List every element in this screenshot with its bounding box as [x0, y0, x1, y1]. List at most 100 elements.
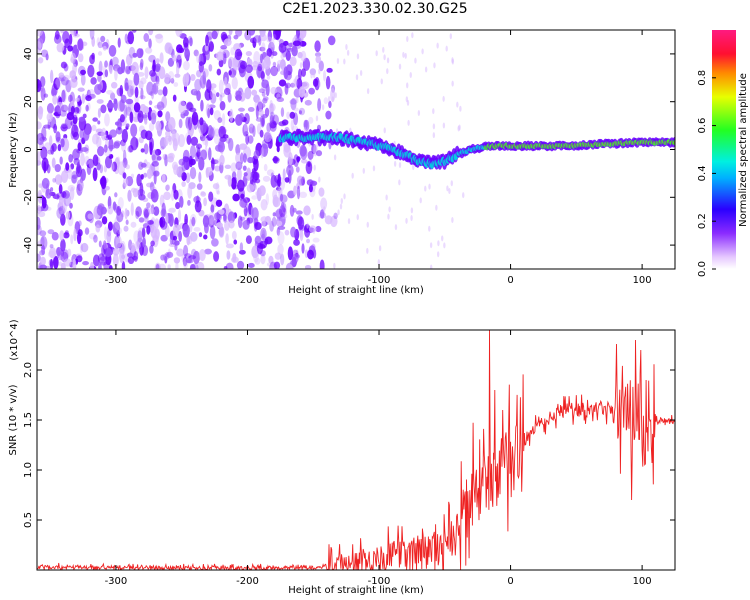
- spectrogram-cell: [272, 114, 279, 126]
- spectrogram-cell: [137, 110, 144, 123]
- spectrogram-cell: [421, 48, 424, 55]
- spectrogram-cell: [198, 232, 203, 238]
- spectrogram-cell: [405, 217, 408, 224]
- spectrogram-cell: [319, 209, 325, 219]
- spectrogram-cell: [245, 50, 253, 57]
- x-tick-label: -100: [368, 275, 391, 286]
- spectrogram-cell: [199, 117, 204, 126]
- spectrogram-cell: [296, 30, 300, 39]
- spectrogram-cell: [119, 84, 124, 97]
- spectrogram-cell: [308, 116, 314, 124]
- spectrogram-cell: [148, 122, 155, 132]
- spectrogram-cell: [92, 154, 99, 167]
- spectrogram-cell: [301, 243, 305, 254]
- spectrogram-cell: [366, 88, 370, 95]
- spectrogram-cell: [62, 249, 69, 261]
- spectrogram-cell: [143, 33, 150, 43]
- spectrogram-cell: [200, 149, 208, 161]
- spectrogram-cell: [54, 30, 60, 40]
- spectrogram-cell: [82, 260, 89, 266]
- snr-frame: [36, 329, 676, 571]
- spectrogram-cell: [315, 115, 319, 122]
- spectrogram-cell: [209, 88, 217, 99]
- spectrogram-cell: [96, 71, 103, 77]
- spectrogram-cell: [78, 116, 86, 122]
- spectrogram-cell: [346, 49, 350, 56]
- spectrogram-cell: [69, 77, 78, 89]
- spectrogram-cell: [175, 201, 181, 210]
- spectrogram-cell: [442, 95, 445, 102]
- spectrogram-cell: [462, 192, 465, 199]
- spectrogram-cell: [222, 51, 227, 65]
- spectrogram-cell: [419, 197, 422, 204]
- spectrogram-cell: [43, 124, 51, 129]
- spectrogram-cell: [315, 150, 323, 157]
- spectrogram-cell: [208, 191, 214, 202]
- spectrogram-cell: [159, 216, 166, 228]
- spectrogram-cell: [89, 261, 95, 269]
- spectrogram-cell: [56, 207, 65, 219]
- spectrogram-cell: [56, 247, 61, 259]
- spectrogram-cell: [223, 87, 231, 96]
- spectrogram-cell: [280, 253, 285, 266]
- spectrogram-cell: [386, 68, 389, 75]
- spectrogram-cell: [76, 179, 84, 192]
- spectrogram-cell: [134, 86, 139, 99]
- spectrogram-cell: [406, 82, 409, 89]
- spectrogram-cell: [125, 98, 134, 105]
- spectrogram-cell: [178, 118, 183, 129]
- spectrogram-cell: [69, 186, 75, 201]
- spectrogram-cell: [326, 67, 333, 73]
- spectrogram-cell: [232, 193, 240, 202]
- spectrogram-cell: [136, 173, 142, 187]
- spectrogram-cell: [328, 100, 332, 109]
- spectrogram-cell: [189, 218, 193, 233]
- spectrogram-cell: [216, 190, 220, 195]
- spectrogram-cell: [203, 234, 208, 240]
- spectrogram-cell: [37, 253, 41, 263]
- spectrogram-cell: [161, 173, 166, 183]
- spectrogram-cell: [56, 42, 65, 53]
- spectrogram-cell: [205, 50, 210, 61]
- spectrogram-cell: [270, 86, 277, 95]
- spectrogram-cell: [289, 99, 298, 105]
- spectrogram-cell: [106, 102, 115, 109]
- spectrogram-cell: [117, 197, 124, 210]
- spectrogram-cell: [247, 75, 255, 89]
- spectrogram-cell: [127, 31, 135, 45]
- x-tick-label: 0: [507, 576, 513, 587]
- spectrogram-cell: [53, 125, 58, 130]
- spectrogram-cell: [270, 38, 275, 48]
- spectrogram-cell: [103, 226, 108, 241]
- spectrogram-cell: [432, 123, 436, 130]
- spectrogram-cell: [409, 72, 412, 79]
- spectrogram-cell: [169, 235, 174, 245]
- spectrogram-cell: [224, 76, 228, 87]
- spectrogram-cell: [38, 106, 44, 115]
- spectrogram-cell: [200, 99, 204, 112]
- spectrogram-cell: [100, 175, 107, 190]
- spectrogram-cell: [61, 191, 67, 198]
- spectrogram-cell: [117, 161, 126, 176]
- spectrogram-cell: [69, 70, 77, 80]
- spectrogram-cell: [282, 168, 286, 181]
- spectrogram-cell: [39, 230, 47, 237]
- spectrogram-cell: [155, 81, 160, 87]
- spectrogram-cell: [272, 212, 277, 217]
- spectrogram-cell: [126, 69, 131, 74]
- spectrogram-cell: [133, 102, 141, 113]
- spectrogram-cell: [351, 172, 354, 179]
- spectrogram-cell: [65, 162, 70, 171]
- spectrogram-cell: [225, 233, 229, 245]
- spectrogram-cell: [204, 137, 209, 147]
- spectrogram-cell: [215, 92, 220, 98]
- spectrogram-cell: [208, 211, 216, 225]
- spectrogram-cell: [239, 143, 248, 150]
- spectrogram-cell: [195, 151, 201, 158]
- spectrogram-cell: [247, 262, 255, 268]
- spectrogram-cell: [406, 99, 410, 106]
- spectrogram-cell: [275, 186, 282, 191]
- spectrogram-cell: [107, 221, 113, 231]
- spectrogram-cell: [119, 99, 125, 112]
- spectrogram-cell: [386, 57, 390, 64]
